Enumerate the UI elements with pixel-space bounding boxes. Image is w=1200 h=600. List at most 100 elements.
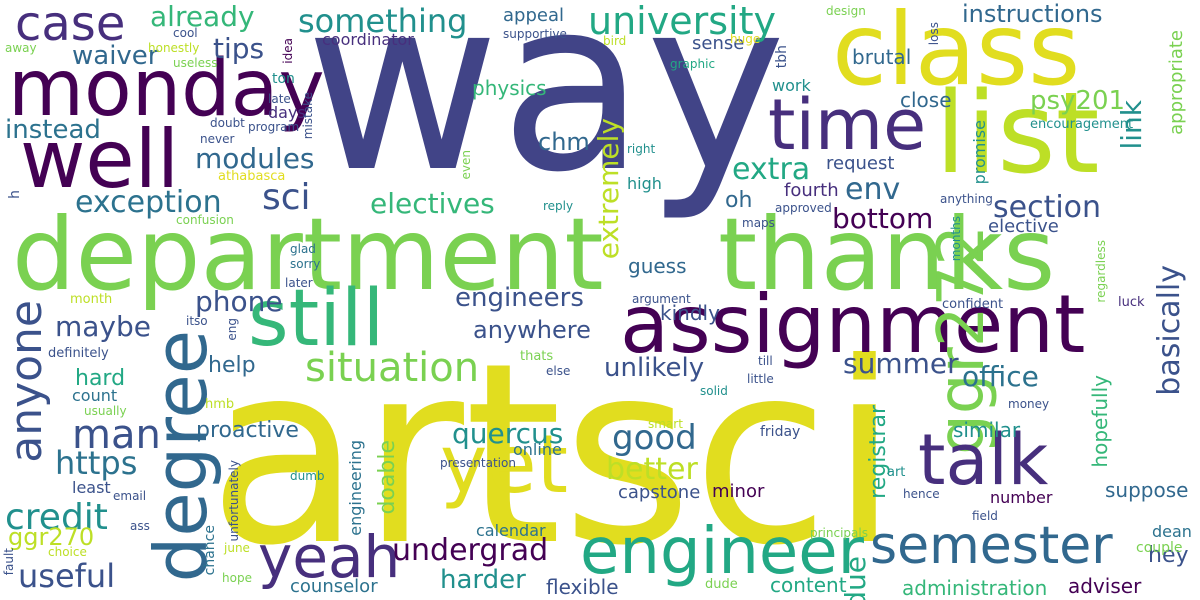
- word-instructions: instructions: [962, 0, 1103, 28]
- word-basically: basically: [1152, 265, 1187, 396]
- word-yet: yet: [440, 418, 568, 511]
- word-appeal: appeal: [503, 5, 564, 26]
- word-chance: chance: [202, 525, 218, 576]
- word-argument: argument: [632, 292, 691, 306]
- word-summer: summer: [843, 347, 959, 380]
- word-guess: guess: [628, 254, 687, 278]
- word-right: right: [627, 142, 656, 156]
- word-modules: modules: [195, 142, 315, 175]
- word-couple: couple: [1136, 540, 1183, 556]
- word-flexible: flexible: [546, 575, 619, 599]
- word-sorry: sorry: [290, 257, 321, 271]
- word-fourth: fourth: [784, 180, 839, 201]
- word-similar: similar: [953, 418, 1021, 442]
- word-engineering: engineering: [346, 440, 365, 536]
- word-anyone: anyone: [1, 300, 52, 463]
- word-month: month: [70, 292, 113, 307]
- word-elective: elective: [988, 216, 1059, 237]
- word-talk: talk: [918, 419, 1049, 501]
- word-harder: harder: [440, 565, 526, 595]
- word-mistake: mistake: [301, 92, 315, 140]
- word-extra: extra: [732, 152, 811, 187]
- word-proactive: proactive: [196, 418, 299, 443]
- word-hopefully: hopefully: [1088, 375, 1112, 468]
- word-never: never: [200, 132, 235, 146]
- word-already: already: [150, 0, 255, 33]
- word-request: request: [826, 153, 895, 174]
- word-dude: dude: [705, 577, 738, 592]
- word-tbh: tbh: [774, 45, 790, 69]
- word-undergrad: undergrad: [392, 533, 549, 568]
- word-registrar: registrar: [866, 405, 891, 499]
- word-art: art: [887, 465, 906, 480]
- word-coordinator: coordinator: [322, 30, 414, 49]
- word-definitely: definitely: [48, 346, 109, 361]
- word-hope: hope: [222, 571, 252, 585]
- word-itso: itso: [186, 314, 208, 328]
- word-doable: doable: [375, 440, 400, 515]
- word-idea: idea: [281, 38, 295, 64]
- word-sense: sense: [692, 33, 745, 54]
- word-thanks: thanks: [718, 196, 1056, 313]
- word-till: till: [758, 354, 773, 368]
- word-confusion: confusion: [176, 213, 234, 227]
- word-smart: smart: [648, 417, 683, 431]
- word-hard: hard: [75, 366, 126, 391]
- word-monday: monday: [8, 44, 325, 134]
- word-semester: semester: [870, 516, 1113, 576]
- word-even: even: [459, 150, 473, 180]
- word-presentation: presentation: [440, 456, 516, 470]
- word-capstone: capstone: [618, 482, 701, 503]
- word-good: good: [612, 418, 697, 458]
- word-choice: choice: [48, 545, 87, 559]
- word-university: university: [588, 0, 776, 43]
- word-bird: bird: [603, 34, 627, 48]
- word-still: still: [248, 274, 385, 364]
- word-unlikely: unlikely: [604, 353, 705, 383]
- word-office: office: [962, 360, 1039, 393]
- word-supportive: supportive: [503, 27, 567, 41]
- word-honestly: honestly: [148, 41, 200, 55]
- word-appropriate: appropriate: [1166, 30, 1187, 135]
- word-eng: eng: [225, 318, 239, 341]
- word-reply: reply: [543, 199, 574, 213]
- word-case: case: [15, 0, 126, 52]
- word-usually: usually: [84, 404, 127, 418]
- word-time: time: [768, 84, 927, 166]
- word-chm: chm: [538, 128, 590, 156]
- word-adviser: adviser: [1068, 574, 1142, 598]
- word-maps: maps: [742, 216, 775, 230]
- word-little: little: [747, 372, 774, 386]
- word-kindly: kindly: [660, 301, 720, 325]
- word-later: later: [285, 276, 313, 290]
- word-approved: approved: [775, 201, 832, 215]
- word-high: high: [627, 174, 662, 193]
- word-well: well: [20, 113, 180, 206]
- word-doubt: doubt: [210, 116, 245, 130]
- word-hmb: hmb: [205, 397, 235, 412]
- word-engineers: engineers: [455, 283, 584, 313]
- word-friday: friday: [760, 424, 801, 440]
- word-assignment: assignment: [620, 278, 1086, 371]
- word-fault: fault: [2, 548, 16, 576]
- word-solid: solid: [700, 384, 728, 398]
- word-brutal: brutal: [852, 45, 912, 69]
- word-artsci: artsci: [208, 309, 900, 600]
- word-huge: huge: [730, 32, 761, 46]
- word-online: online: [513, 440, 562, 459]
- word-tips: tips: [213, 32, 265, 65]
- word-instead: instead: [5, 115, 101, 145]
- word-loss: loss: [927, 22, 941, 46]
- word-hey: hey: [1148, 543, 1189, 568]
- word-bottom: bottom: [832, 202, 934, 235]
- word-h: h: [7, 190, 23, 199]
- word-electives: electives: [370, 187, 495, 220]
- word-waiver: waiver: [72, 41, 159, 71]
- word-counselor: counselor: [290, 576, 378, 597]
- word-dean: dean: [1152, 522, 1192, 541]
- word-regardless: regardless: [1094, 240, 1108, 303]
- word-useful: useful: [18, 557, 116, 595]
- word-email: email: [113, 489, 147, 503]
- word-way: way: [305, 0, 787, 225]
